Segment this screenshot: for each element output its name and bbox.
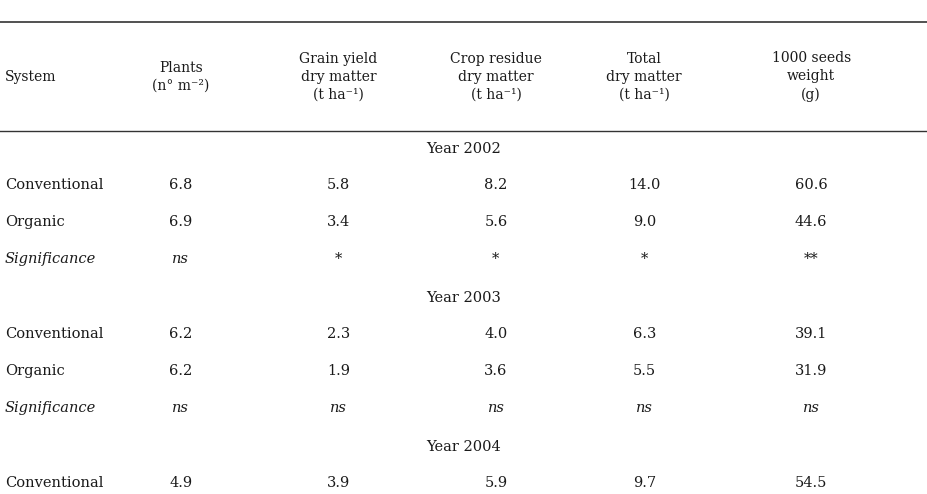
Text: 14.0: 14.0 [629, 178, 660, 192]
Text: Plants
(n° m⁻²): Plants (n° m⁻²) [152, 61, 210, 92]
Text: 4.0: 4.0 [484, 327, 508, 341]
Text: ns: ns [330, 401, 347, 415]
Text: Grain yield
dry matter
(t ha⁻¹): Grain yield dry matter (t ha⁻¹) [299, 52, 377, 101]
Text: 8.2: 8.2 [484, 178, 508, 192]
Text: System: System [5, 70, 57, 83]
Text: 5.5: 5.5 [633, 364, 655, 378]
Text: 6.2: 6.2 [169, 327, 193, 341]
Text: 39.1: 39.1 [795, 327, 827, 341]
Text: 9.7: 9.7 [633, 476, 655, 491]
Text: 6.9: 6.9 [169, 215, 193, 229]
Text: 60.6: 60.6 [794, 178, 828, 192]
Text: 1000 seeds
weight
(g): 1000 seeds weight (g) [771, 51, 851, 102]
Text: ns: ns [172, 401, 189, 415]
Text: 54.5: 54.5 [795, 476, 827, 491]
Text: *: * [641, 252, 648, 266]
Text: *: * [335, 252, 342, 266]
Text: *: * [492, 252, 500, 266]
Text: Significance: Significance [5, 401, 95, 415]
Text: Crop residue
dry matter
(t ha⁻¹): Crop residue dry matter (t ha⁻¹) [450, 52, 542, 101]
Text: Year 2002: Year 2002 [426, 142, 501, 156]
Text: 6.2: 6.2 [169, 364, 193, 378]
Text: ns: ns [803, 401, 819, 415]
Text: ns: ns [488, 401, 504, 415]
Text: 6.3: 6.3 [632, 327, 656, 341]
Text: 5.9: 5.9 [485, 476, 507, 491]
Text: 3.9: 3.9 [326, 476, 350, 491]
Text: 4.9: 4.9 [170, 476, 192, 491]
Text: 9.0: 9.0 [632, 215, 656, 229]
Text: 1.9: 1.9 [327, 364, 349, 378]
Text: Organic: Organic [5, 364, 64, 378]
Text: Total
dry matter
(t ha⁻¹): Total dry matter (t ha⁻¹) [606, 52, 682, 101]
Text: ns: ns [172, 252, 189, 266]
Text: 5.8: 5.8 [326, 178, 350, 192]
Text: Year 2003: Year 2003 [426, 291, 501, 305]
Text: Organic: Organic [5, 215, 64, 229]
Text: 3.4: 3.4 [326, 215, 350, 229]
Text: Conventional: Conventional [5, 476, 103, 491]
Text: **: ** [804, 252, 819, 266]
Text: 2.3: 2.3 [326, 327, 350, 341]
Text: 44.6: 44.6 [794, 215, 828, 229]
Text: 31.9: 31.9 [795, 364, 827, 378]
Text: Year 2004: Year 2004 [426, 440, 501, 454]
Text: ns: ns [636, 401, 653, 415]
Text: Conventional: Conventional [5, 178, 103, 192]
Text: 3.6: 3.6 [484, 364, 508, 378]
Text: Significance: Significance [5, 252, 95, 266]
Text: 5.6: 5.6 [484, 215, 508, 229]
Text: Conventional: Conventional [5, 327, 103, 341]
Text: 6.8: 6.8 [169, 178, 193, 192]
